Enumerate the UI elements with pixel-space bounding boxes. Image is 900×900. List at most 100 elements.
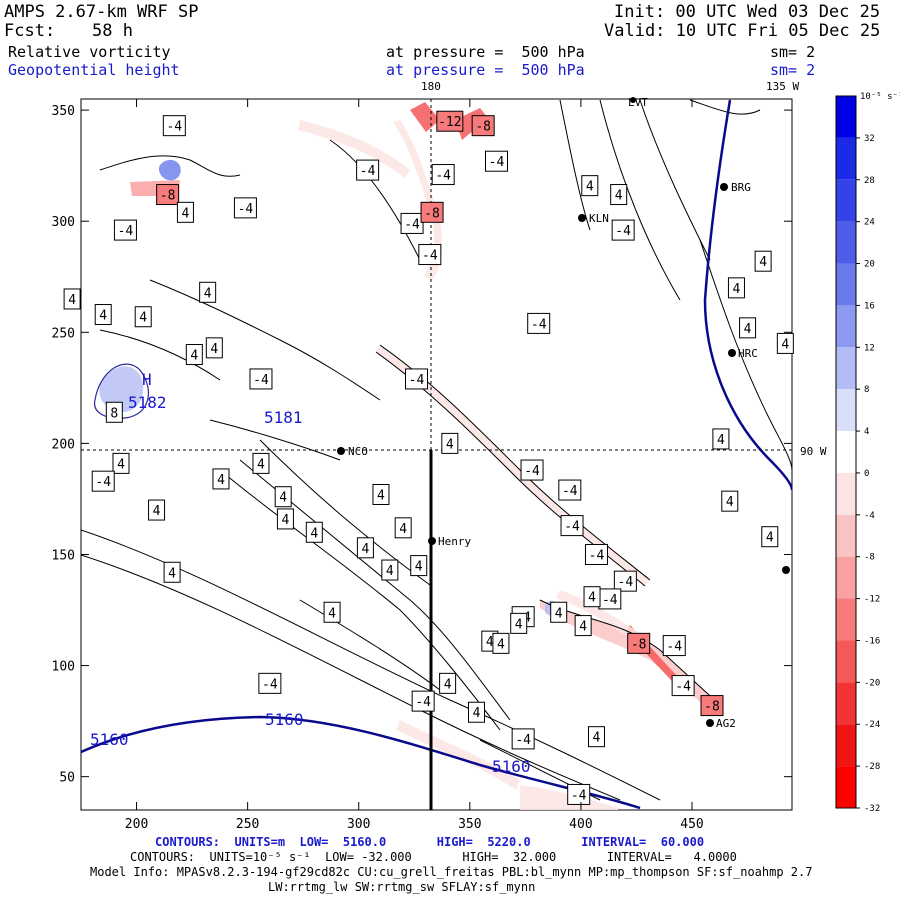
vorticity-label: 4 bbox=[497, 637, 505, 652]
lon-180-label: 180 bbox=[421, 80, 441, 93]
colorbar-swatch bbox=[836, 263, 856, 306]
colorbar-tick-label: 28 bbox=[864, 176, 875, 186]
colorbar-tick-label: 12 bbox=[864, 343, 875, 353]
vorticity-label: 4 bbox=[766, 531, 774, 546]
vorticity-label: 4 bbox=[310, 526, 318, 541]
vorticity-label-box bbox=[199, 281, 217, 303]
vorticity-label-box bbox=[441, 432, 459, 454]
field2-smoothing: sm= 2 bbox=[770, 61, 816, 79]
vorticity-label: -4 bbox=[360, 164, 376, 179]
vorticity-label: 4 bbox=[399, 522, 407, 537]
vorticity-label: 4 bbox=[153, 504, 161, 519]
vorticity-label: 4 bbox=[486, 635, 494, 650]
vorticity-label: 4 bbox=[139, 311, 147, 326]
height-contour-5182 bbox=[94, 363, 149, 419]
vorticity-contour bbox=[559, 99, 591, 231]
vorticity-label: 4 bbox=[99, 309, 107, 324]
vorticity-label: -8 bbox=[424, 206, 440, 221]
height-contours bbox=[81, 99, 792, 810]
vorticity-label-box bbox=[113, 219, 137, 241]
vorticity-label-box bbox=[94, 304, 112, 326]
vorticity-label: -4 bbox=[531, 317, 547, 332]
vorticity-label: 4 bbox=[615, 189, 623, 204]
station-brg-marker bbox=[720, 183, 728, 191]
vorticity-label: -4 bbox=[118, 224, 134, 239]
y-tick-label: 300 bbox=[52, 215, 75, 230]
station-ag2-marker bbox=[706, 719, 714, 727]
colorbar-swatch bbox=[836, 472, 856, 515]
colorbar-swatch bbox=[836, 724, 856, 767]
vorticity-label: -4 bbox=[415, 695, 431, 710]
vorticity-label-box bbox=[405, 368, 429, 390]
vorticity-contour bbox=[219, 469, 501, 731]
vorticity-label-box bbox=[233, 197, 257, 219]
vorticity-label-box bbox=[467, 701, 485, 723]
forecast-hours: 58 h bbox=[92, 21, 133, 41]
vorticity-label-box bbox=[148, 499, 166, 521]
vorticity-label-box bbox=[420, 201, 444, 223]
vorticity-label: 4 bbox=[279, 491, 287, 506]
vorticity-label: 4 bbox=[217, 473, 225, 488]
init-time: Init: 00 UTC Wed 03 Dec 25 bbox=[614, 2, 881, 22]
footer-model-info: Model Info: MPASv8.2.3-194-gf29cd82c CU:… bbox=[90, 865, 813, 879]
vorticity-contour bbox=[329, 139, 421, 261]
x-tick-label: 300 bbox=[347, 817, 370, 832]
vorticity-label: -4 bbox=[409, 373, 425, 388]
vorticity-band-east bbox=[556, 590, 650, 648]
vorticity-label-box bbox=[727, 277, 745, 299]
vorticity-label-box bbox=[520, 459, 544, 481]
vorticity-label: 4 bbox=[204, 286, 212, 301]
vorticity-label: 4 bbox=[588, 591, 596, 606]
footer-physics-info: LW:rrtmg_lw SW:rrtmg_sw SFLAY:sf_mynn bbox=[268, 880, 536, 894]
vorticity-label-box bbox=[583, 586, 601, 608]
vorticity-label-box bbox=[276, 508, 294, 530]
vorticity-label: 4 bbox=[281, 513, 289, 528]
vorticity-label-box bbox=[739, 317, 757, 339]
vorticity-label: 4 bbox=[446, 437, 454, 452]
colorbar-tick-label: 4 bbox=[864, 427, 869, 437]
colorbar-swatch bbox=[836, 221, 856, 264]
vorticity-label-box bbox=[274, 486, 292, 508]
station-east-marker bbox=[782, 566, 790, 574]
height-contours-thin bbox=[94, 363, 149, 419]
vorticity-contour bbox=[639, 99, 711, 261]
colorbar-swatch bbox=[836, 640, 856, 683]
vorticity-label-box bbox=[305, 521, 323, 543]
vorticity-label: -4 bbox=[571, 788, 587, 803]
colorbar-swatch bbox=[836, 766, 856, 808]
colorbar-unit: 10⁻⁵ s⁻¹ bbox=[860, 92, 900, 102]
field2-name: Geopotential height bbox=[8, 61, 180, 79]
vorticity-label-box bbox=[63, 288, 81, 310]
vorticity-label: 4 bbox=[415, 560, 423, 575]
vorticity-label-box bbox=[560, 515, 584, 537]
x-tick-label: 450 bbox=[680, 817, 703, 832]
height-label-5181: 5181 bbox=[264, 408, 303, 427]
vorticity-label: -4 bbox=[262, 677, 278, 692]
station-brg-label: BRG bbox=[731, 181, 751, 194]
vorticity-label-box bbox=[662, 635, 686, 657]
vorticity-patch-northwest bbox=[298, 120, 410, 178]
colorbar-swatch bbox=[836, 305, 856, 348]
positive-core-northwest bbox=[158, 159, 181, 181]
colorbar-swatch bbox=[836, 682, 856, 725]
vorticity-label: 4 bbox=[386, 564, 394, 579]
x-axis: 200 250 300 350 400 450 bbox=[125, 99, 704, 832]
colorbar-swatch bbox=[836, 96, 856, 138]
lat-90w-label: 90 W bbox=[800, 445, 827, 458]
vorticity-label: 8 bbox=[110, 406, 118, 421]
vorticity-label-box bbox=[574, 615, 592, 637]
vorticity-contour bbox=[99, 155, 241, 177]
colorbar-swatch bbox=[836, 514, 856, 557]
height-labels: H 5182 5181 5160 5160 5160 bbox=[90, 370, 531, 776]
vorticity-label: -4 bbox=[166, 120, 182, 135]
y-tick-label: 100 bbox=[52, 660, 75, 675]
colorbar-tick-label: 16 bbox=[864, 301, 875, 311]
x-tick-label: 350 bbox=[458, 817, 481, 832]
stations: NCO Henry LVT BRG KLN HRC AG2 bbox=[337, 96, 790, 730]
height-label-5160-east: 5160 bbox=[492, 757, 531, 776]
vorticity-label-box bbox=[611, 219, 635, 241]
station-nco-label: NCO bbox=[348, 445, 368, 458]
footer-height-contours: CONTOURS: UNITS=m LOW= 5160.0 HIGH= 5220… bbox=[155, 835, 705, 849]
vorticity-contour bbox=[99, 329, 221, 381]
vorticity-contour bbox=[259, 439, 431, 586]
